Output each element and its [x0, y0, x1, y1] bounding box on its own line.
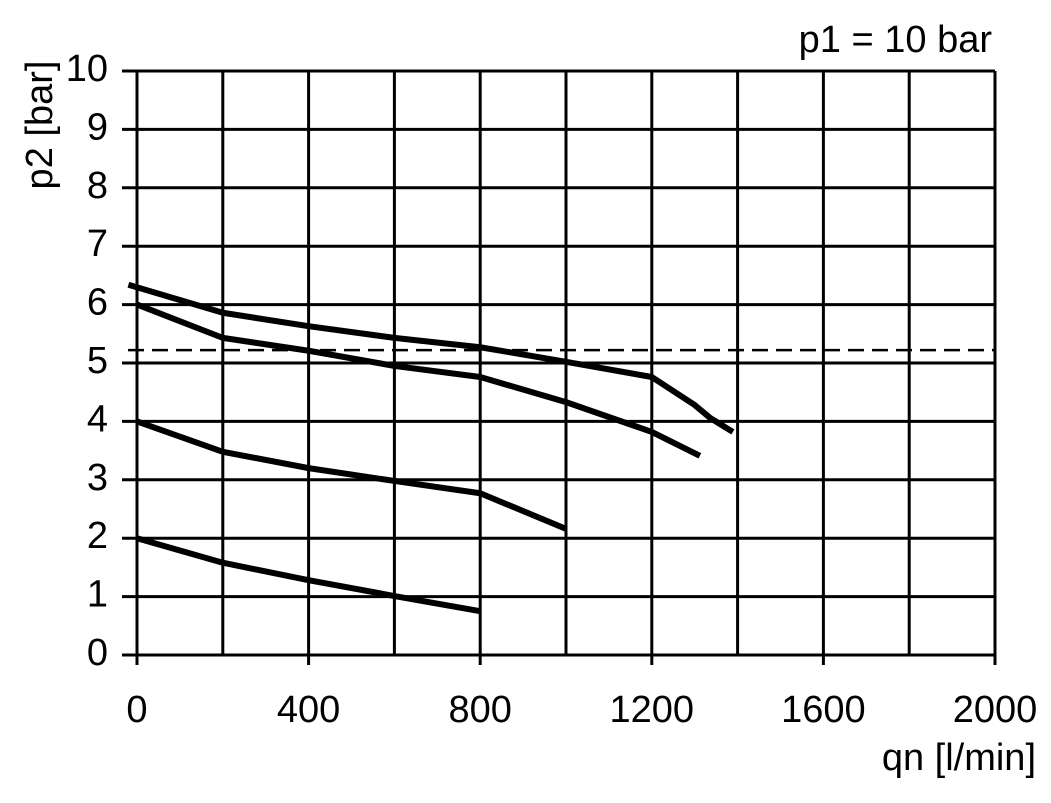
annotation: p1 = 10 bar	[799, 19, 993, 61]
y-tick-label: 6	[87, 282, 108, 324]
x-tick-label: 800	[448, 689, 511, 731]
y-tick-label: 8	[87, 165, 108, 207]
x-axis-label: qn [l/min]	[882, 737, 1036, 779]
x-tick-label: 1200	[610, 689, 695, 731]
x-tick-label: 400	[277, 689, 340, 731]
y-tick-label: 0	[87, 632, 108, 674]
curve	[135, 301, 702, 459]
x-tick-label: 2000	[953, 689, 1038, 731]
y-tick-label: 3	[87, 457, 108, 499]
x-tick-label: 0	[126, 689, 147, 731]
y-tick-label: 4	[87, 398, 108, 440]
y-tick-label: 7	[87, 223, 108, 265]
y-tick-label: 1	[87, 574, 108, 616]
y-tick-label: 5	[87, 340, 108, 382]
curve	[135, 418, 568, 532]
y-tick-label: 10	[66, 48, 108, 90]
curve	[127, 281, 735, 435]
y-tick-label: 9	[87, 106, 108, 148]
x-tick-label: 1600	[781, 689, 866, 731]
curve	[136, 535, 481, 615]
y-axis-label: p2 [bar]	[19, 61, 61, 190]
y-tick-label: 2	[87, 515, 108, 557]
